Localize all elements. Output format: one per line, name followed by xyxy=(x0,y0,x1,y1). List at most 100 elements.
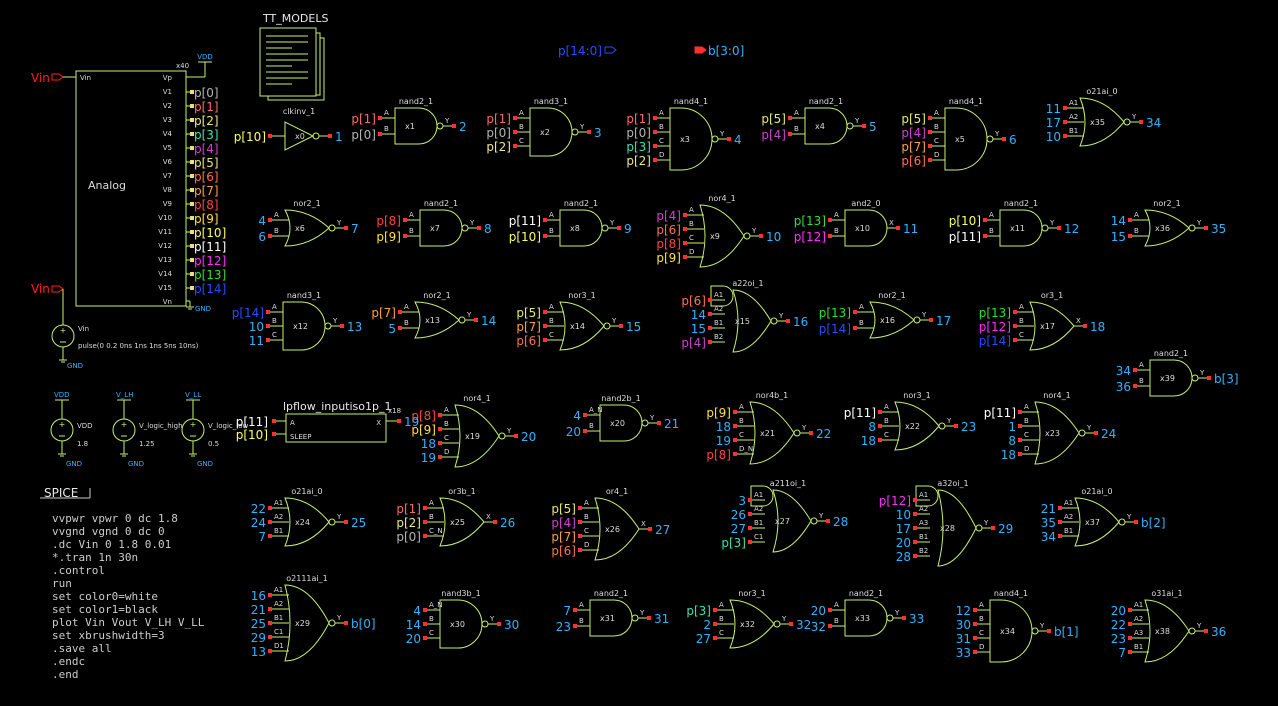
analog-pin-name: V12 xyxy=(158,242,172,250)
pin-marker xyxy=(657,421,661,425)
pin-marker xyxy=(268,593,272,597)
input-pin-name: A xyxy=(834,601,839,609)
pin-marker xyxy=(578,534,582,538)
inversion-bubble xyxy=(711,135,719,143)
input-net-label: 5 xyxy=(388,322,396,336)
inversion-bubble xyxy=(986,135,994,143)
output-net-label: 3 xyxy=(594,126,602,140)
gate-body xyxy=(559,209,603,247)
gate-body xyxy=(699,204,745,268)
gate-body xyxy=(284,209,330,247)
pin-marker xyxy=(378,116,382,120)
input-net-label: 35 xyxy=(1041,516,1056,530)
output-pin-name: Y xyxy=(466,311,472,319)
input-net-label: p[10] xyxy=(949,214,981,228)
input-pin-name: B xyxy=(549,227,554,235)
output-net-label: b[0] xyxy=(351,617,376,631)
input-pin-name: A xyxy=(409,211,414,219)
pin-marker xyxy=(653,116,657,120)
inversion-bubble xyxy=(631,614,639,622)
spice-line: set xbrushwidth=3 xyxy=(52,629,165,642)
pin-marker xyxy=(653,144,657,148)
input-net-label: p[4] xyxy=(761,128,786,142)
input-pin-name: A xyxy=(934,109,939,117)
input-pin-name: D xyxy=(689,248,694,256)
input-net-label: p[11] xyxy=(509,214,541,228)
pin-marker xyxy=(733,438,737,442)
input-net-label: 22 xyxy=(251,502,266,516)
output-pin-name: Y xyxy=(751,227,757,235)
pin-marker xyxy=(1018,438,1022,442)
spice-netlist: vvpwr vpwr 0 dc 1.8 vvgnd vgnd 0 dc 0 .dc … xyxy=(52,512,204,681)
input-pin-name: C xyxy=(884,431,889,439)
instance-ref: x0 xyxy=(295,132,305,141)
pin-marker xyxy=(423,622,427,626)
input-pin-name: B xyxy=(719,615,724,623)
iso-title: lpflow_inputiso1p_1 xyxy=(283,400,392,413)
pin-marker xyxy=(913,526,917,530)
pin-marker xyxy=(862,124,866,128)
pin-marker xyxy=(1058,506,1062,510)
pin-marker xyxy=(648,527,652,531)
pin-marker xyxy=(1139,120,1143,124)
input-net-label: p[14] xyxy=(232,306,264,320)
spice-line: .control xyxy=(52,564,105,577)
gate-body xyxy=(869,301,915,339)
input-net-label: 3 xyxy=(738,494,746,508)
input-net-label: p[6] xyxy=(656,223,681,237)
output-pin-name: Y xyxy=(332,317,338,325)
gate-body xyxy=(844,209,888,247)
pin-marker xyxy=(477,226,481,230)
pin-marker xyxy=(1128,608,1132,612)
output-pin-name: Y xyxy=(649,414,655,422)
input-pin-name: B xyxy=(979,615,984,623)
input-pin-name: B xyxy=(794,125,799,133)
input-pin-name: B2 xyxy=(714,333,723,341)
output-pin-name: Y xyxy=(611,317,617,325)
pin-marker xyxy=(1047,629,1051,633)
cell-name: or4_1 xyxy=(606,487,628,496)
input-net-label: p[2] xyxy=(486,140,511,154)
pin-marker xyxy=(928,116,932,120)
input-net-label: p[5] xyxy=(551,502,576,516)
pin-marker xyxy=(1018,424,1022,428)
input-pin-name: B xyxy=(584,513,589,521)
input-pin-name: B xyxy=(409,227,414,235)
cell-name: o2111ai_1 xyxy=(286,574,327,583)
pin-marker xyxy=(190,174,194,178)
input-net-label: 29 xyxy=(251,631,266,645)
input-net-label: 20 xyxy=(566,425,581,439)
source-plus: + xyxy=(190,420,197,429)
instance-ref: x28 xyxy=(940,524,955,533)
input-pin-name: A xyxy=(979,601,984,609)
pin-marker xyxy=(583,413,587,417)
pin-marker xyxy=(1002,137,1006,141)
gate-subbody xyxy=(750,485,774,507)
pin-marker xyxy=(683,213,687,217)
spice-line: vvgnd vgnd 0 dc 0 xyxy=(52,525,165,538)
gate-x0: 1 clkinv_1 x0 p[10] xyxy=(234,107,343,151)
inversion-bubble xyxy=(498,432,506,440)
output-net-label: 24 xyxy=(1101,427,1116,441)
input-pin-name: B1 xyxy=(1134,643,1143,651)
pin-marker xyxy=(423,534,427,538)
cell-name: nand2_1 xyxy=(1154,349,1188,358)
pin-marker xyxy=(1058,520,1062,524)
cell-name: nand2_1 xyxy=(399,97,433,106)
input-net-label: p[12] xyxy=(879,494,911,508)
inversion-bubble xyxy=(328,518,336,526)
output-net-label: 34 xyxy=(1146,116,1161,130)
input-pin-name: D xyxy=(979,643,984,651)
pin-marker xyxy=(452,124,456,128)
input-net-label: p[5] xyxy=(516,306,541,320)
input-pin-name: B xyxy=(989,227,994,235)
input-pin-name: C_N xyxy=(429,527,443,535)
instance-ref: x39 xyxy=(1160,374,1175,383)
pin-marker xyxy=(513,130,517,134)
input-net-label: p[1] xyxy=(626,112,651,126)
input-pin-name: B xyxy=(1024,417,1029,425)
